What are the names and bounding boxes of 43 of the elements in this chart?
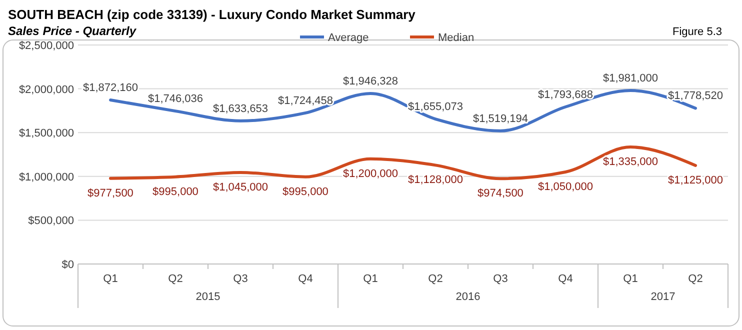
data-label: $1,128,000 <box>408 174 464 186</box>
data-label: $1,724,458 <box>278 94 334 107</box>
legend-label: Average <box>328 32 369 44</box>
y-tick-label: $0 <box>62 259 74 271</box>
text: 2017 <box>650 291 676 303</box>
data-label: $1,519,194 <box>472 112 528 125</box>
data-label: $1,793,688 <box>538 88 594 101</box>
data-label: $1,125,000 <box>668 174 724 186</box>
data-label: $1,778,520 <box>668 90 724 102</box>
x-tick-label: Q4 <box>558 273 573 285</box>
x-tick-label: Q3 <box>493 273 508 285</box>
data-label: $1,633,653 <box>212 102 268 115</box>
y-tick-label: $2,500,000 <box>18 40 74 52</box>
data-label: $1,045,000 <box>212 181 268 194</box>
data-label: $1,746,036 <box>148 93 204 106</box>
x-tick-label: Q2 <box>688 273 703 285</box>
caption: Figure 5.3 <box>672 26 722 38</box>
x-tick-label: Q1 <box>103 273 118 285</box>
x-tick-label: Q4 <box>298 273 313 285</box>
legend-label: Median <box>438 32 474 44</box>
text: 2016 <box>456 291 480 303</box>
y-tick-label: $2,000,000 <box>18 84 74 96</box>
chart-subtitle: Sales Price - Quarterly <box>8 24 138 38</box>
y-tick-label: $500,000 <box>28 215 74 228</box>
y-tick-label: $1,500,000 <box>18 128 74 140</box>
data-label: $977,500 <box>88 187 134 200</box>
data-label: $1,335,000 <box>602 156 658 168</box>
data-label: $995,000 <box>282 186 328 198</box>
text: 2015 <box>196 291 220 303</box>
x-tick-label: Q1 <box>363 273 378 285</box>
data-label: $995,000 <box>152 186 198 198</box>
data-label: $974,500 <box>478 188 524 200</box>
data-label: $1,200,000 <box>342 168 398 180</box>
data-label: $1,981,000 <box>602 72 658 84</box>
x-tick-label: Q1 <box>623 273 638 285</box>
x-tick-label: Q2 <box>428 273 443 285</box>
x-tick-label: Q3 <box>233 273 248 285</box>
data-label: $1,872,160 <box>82 82 138 94</box>
y-tick-label: $1,000,000 <box>18 171 74 184</box>
x-tick-label: Q2 <box>168 273 183 285</box>
data-label: $1,050,000 <box>538 181 594 194</box>
chart-title: SOUTH BEACH (zip code 33139) - Luxury Condo Market Summary <box>8 7 416 22</box>
data-label: $1,946,328 <box>342 76 398 88</box>
